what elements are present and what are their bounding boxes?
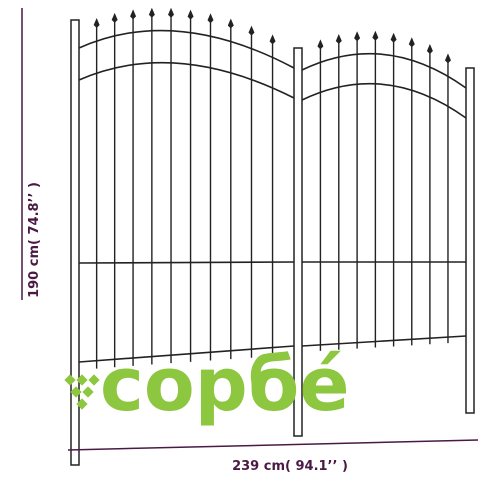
finial bbox=[317, 39, 324, 50]
post bbox=[465, 67, 475, 414]
rail bbox=[78, 29, 295, 69]
post bbox=[70, 19, 80, 466]
finial bbox=[168, 7, 175, 18]
height-label: 190 cm( 74.8’’ ) bbox=[27, 182, 42, 298]
finial bbox=[426, 44, 433, 55]
finial bbox=[269, 34, 276, 45]
finial bbox=[227, 18, 234, 29]
finial bbox=[111, 12, 118, 23]
width-label: 239 cm( 94.1’’ ) bbox=[232, 459, 348, 474]
rail bbox=[301, 82, 467, 119]
finial bbox=[335, 34, 342, 45]
finial bbox=[187, 9, 194, 20]
rail bbox=[301, 335, 467, 347]
finial bbox=[93, 18, 100, 29]
rail bbox=[78, 261, 295, 264]
fence bbox=[70, 7, 475, 466]
finial bbox=[408, 37, 415, 48]
finial bbox=[148, 7, 155, 18]
finial bbox=[390, 32, 397, 43]
rail bbox=[78, 345, 295, 363]
width-line bbox=[67, 439, 479, 451]
finial bbox=[444, 53, 451, 64]
finial bbox=[248, 25, 255, 36]
post bbox=[293, 47, 303, 437]
finial bbox=[372, 30, 379, 41]
finial bbox=[207, 13, 214, 24]
rail bbox=[301, 52, 467, 89]
rail bbox=[78, 61, 295, 99]
finial bbox=[354, 31, 361, 42]
logo-pattern bbox=[64, 374, 100, 410]
finial bbox=[130, 9, 137, 20]
watermark: copбé bbox=[100, 342, 350, 428]
